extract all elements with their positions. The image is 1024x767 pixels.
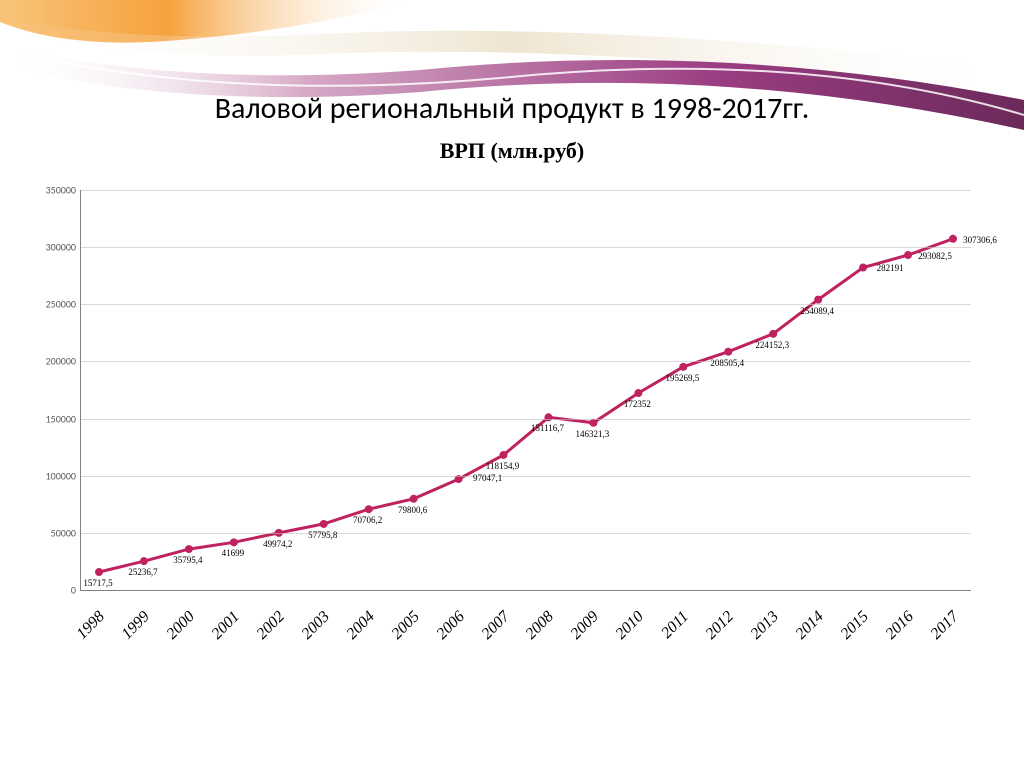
y-axis-tick: 50000 <box>30 526 76 539</box>
x-axis-tick: 2001 <box>208 608 243 643</box>
x-axis-tick: 2014 <box>793 608 828 643</box>
chart-subtitle: ВРП (млн.руб) <box>0 138 1024 164</box>
y-axis-tick: 350000 <box>30 184 76 197</box>
x-axis-tick: 2011 <box>659 608 694 643</box>
gridline <box>81 304 971 305</box>
x-axis-tick: 1998 <box>73 608 108 643</box>
x-axis-tick: 2015 <box>837 608 872 643</box>
x-axis-tick: 2005 <box>388 608 423 643</box>
data-label: 151116,7 <box>531 423 564 433</box>
x-axis-tick: 1999 <box>118 608 153 643</box>
data-label: 25236,7 <box>128 567 157 577</box>
y-axis-tick: 100000 <box>30 469 76 482</box>
x-axis-tick: 2012 <box>703 608 738 643</box>
x-axis-tick: 2008 <box>523 608 558 643</box>
data-marker <box>949 235 957 243</box>
y-axis-tick: 250000 <box>30 298 76 311</box>
data-marker <box>724 348 732 356</box>
data-marker <box>859 263 867 271</box>
data-marker <box>410 495 418 503</box>
data-label: 208505,4 <box>710 358 744 368</box>
data-label: 57795,8 <box>308 530 337 540</box>
gridline <box>81 247 971 248</box>
x-axis-tick: 2010 <box>613 608 648 643</box>
data-label: 293082,5 <box>918 251 952 261</box>
x-axis-tick: 2016 <box>882 608 917 643</box>
data-label: 282191 <box>877 263 904 273</box>
data-label: 224152,3 <box>755 340 789 350</box>
data-marker <box>365 505 373 513</box>
data-marker <box>500 451 508 459</box>
data-label: 49974,2 <box>263 539 292 549</box>
x-axis-tick: 2009 <box>568 608 603 643</box>
data-label: 195269,5 <box>665 373 699 383</box>
data-label: 172352 <box>624 399 651 409</box>
data-marker <box>140 557 148 565</box>
data-marker <box>904 251 912 259</box>
data-label: 70706,2 <box>353 515 382 525</box>
line-series <box>81 190 971 590</box>
y-axis-tick: 0 <box>30 584 76 597</box>
x-axis-tick: 2007 <box>478 608 513 643</box>
data-marker <box>769 330 777 338</box>
gridline <box>81 533 971 534</box>
page-title: Валовой региональный продукт в 1998-2017… <box>0 90 1024 127</box>
x-axis-tick: 2000 <box>163 608 198 643</box>
gridline <box>81 190 971 191</box>
x-axis-tick: 2002 <box>253 608 288 643</box>
data-label: 79800,6 <box>398 505 427 515</box>
data-label: 146321,3 <box>576 429 610 439</box>
data-marker <box>634 389 642 397</box>
y-axis-tick: 150000 <box>30 412 76 425</box>
data-marker <box>320 520 328 528</box>
data-marker <box>544 413 552 421</box>
data-label: 307306,6 <box>963 235 997 245</box>
data-label: 118154,9 <box>486 461 519 471</box>
data-label: 15717,5 <box>83 578 112 588</box>
y-axis-tick: 300000 <box>30 241 76 254</box>
gridline <box>81 419 971 420</box>
line-chart: 0 50000 100000 150000 200000 250000 300000 3500… <box>30 170 990 690</box>
x-axis-tick: 2004 <box>343 608 378 643</box>
series-line <box>99 239 953 572</box>
data-label: 254089,4 <box>800 306 834 316</box>
data-label: 35795,4 <box>173 555 202 565</box>
data-marker <box>95 568 103 576</box>
data-marker <box>589 419 597 427</box>
data-marker <box>814 296 822 304</box>
gridline <box>81 361 971 362</box>
x-axis-tick: 2006 <box>433 608 468 643</box>
data-marker <box>230 538 238 546</box>
plot-region <box>80 190 971 591</box>
x-axis-tick: 2003 <box>298 608 333 643</box>
x-axis-tick: 2013 <box>748 608 783 643</box>
data-label: 41699 <box>222 548 245 558</box>
data-label: 97047,1 <box>473 473 502 483</box>
gridline <box>81 476 971 477</box>
y-axis-tick: 200000 <box>30 355 76 368</box>
x-axis-tick: 2017 <box>927 608 962 643</box>
data-marker <box>185 545 193 553</box>
data-marker <box>679 363 687 371</box>
